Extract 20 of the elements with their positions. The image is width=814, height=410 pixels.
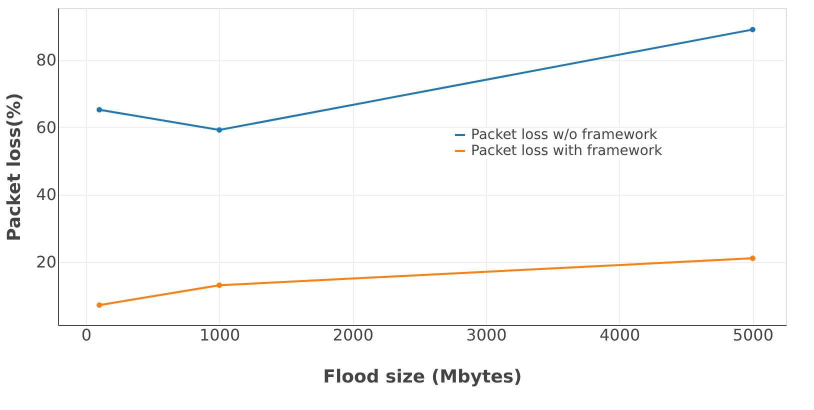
x-tick-label: 1000	[199, 326, 240, 344]
y-tick-label: 20	[36, 252, 56, 272]
y-tick-label: 60	[36, 118, 56, 137]
legend-label: Packet loss w/o framework	[471, 127, 658, 143]
x-tick-label: 3000	[466, 326, 507, 344]
point	[216, 282, 222, 288]
x-tick-label: 0	[81, 326, 92, 344]
point	[750, 256, 756, 262]
x-tick-label: 2000	[332, 326, 374, 344]
point	[96, 107, 102, 112]
x-axis-title: Flood size (Mbytes)	[323, 366, 522, 388]
x-tick-label: 5000	[732, 326, 774, 344]
point	[96, 302, 102, 308]
y-tick-label: 40	[36, 185, 56, 204]
y-tick-label: 80	[36, 50, 56, 70]
point	[750, 26, 756, 32]
legend-label: Packet loss with framework	[471, 143, 664, 159]
point	[216, 127, 222, 133]
x-tick-label: 4000	[599, 326, 640, 344]
y-axis-title: Packet loss(%)	[4, 92, 26, 242]
